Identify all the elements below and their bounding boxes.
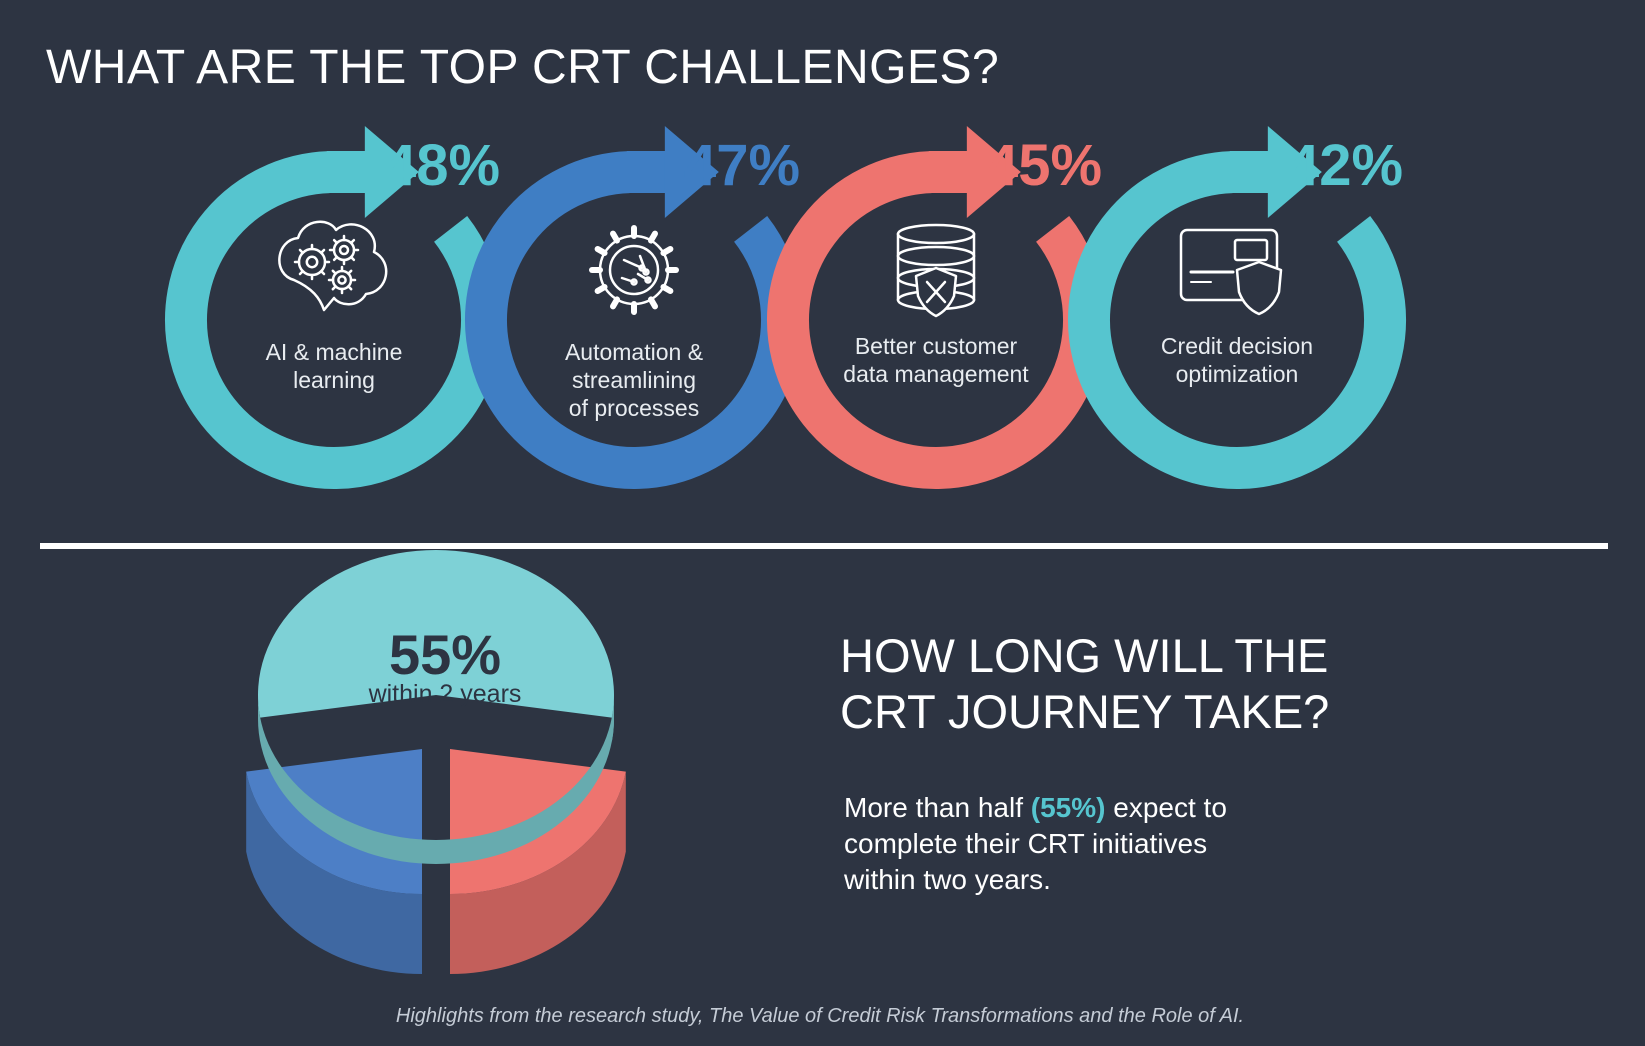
challenge-ring-arrow-shaft [928,151,969,193]
challenge-ring-arrow-shaft [326,151,367,193]
pie-slice [258,550,615,864]
pie-slice-label: 55% [388,623,502,686]
page-title: WHAT ARE THE TOP CRT CHALLENGES? [46,41,1000,94]
challenge-ring-arc [465,151,803,489]
pie-slice [450,749,626,974]
pie-slice-side [258,695,614,864]
pie-slice-side [246,771,422,974]
challenge-value: 45% [986,133,1103,198]
challenge-ring-arrowhead [1267,126,1322,218]
challenge-ring [1068,126,1406,489]
challenge-ring-arrowhead [364,126,419,218]
database-shield-icon [896,223,976,318]
challenge-label: Better customer data management [843,333,1029,387]
challenge-ring-arrowhead [966,126,1021,218]
footer-citation: Highlights from the research study, The … [395,1005,1245,1027]
journey-body: More than half (55%) expect to complete … [844,790,1304,898]
challenge-rings [165,126,1406,489]
challenge-label: Credit decision optimization [1160,333,1314,387]
pie-slice-top [258,550,615,718]
journey-heading: HOW LONG WILL THE CRT JOURNEY TAKE? [840,629,1330,738]
pie-slice [246,749,422,974]
section-divider [40,543,1608,549]
gear-circuit-icon [589,225,679,315]
challenge-label: Automation & streamlining of processes [564,339,704,421]
journey-body-start: More than half [844,792,1031,823]
challenge-value: 42% [1287,133,1404,198]
pie-slice-sublabel: within 2 years [368,680,522,708]
credit-card-shield-icon [1179,228,1283,316]
challenge-value: 48% [384,133,501,198]
journey-body-end: expect to complete their CRT initiatives… [844,792,1227,895]
challenge-icons [278,220,1283,318]
challenge-ring-arc [767,151,1105,489]
challenge-ring-arrow-shaft [626,151,667,193]
challenge-ring-arc [165,151,503,489]
brain-gears-icon [278,220,388,312]
challenge-ring-arrow-shaft [1229,151,1270,193]
challenge-ring-arc [1068,151,1406,489]
challenge-ring-arrowhead [664,126,719,218]
pie-chart [246,550,626,974]
journey-body-highlight: (55%) [1030,792,1106,823]
pie-slice-side [450,771,626,974]
challenge-value: 47% [684,133,801,198]
challenge-label: AI & machine learning [265,339,403,393]
